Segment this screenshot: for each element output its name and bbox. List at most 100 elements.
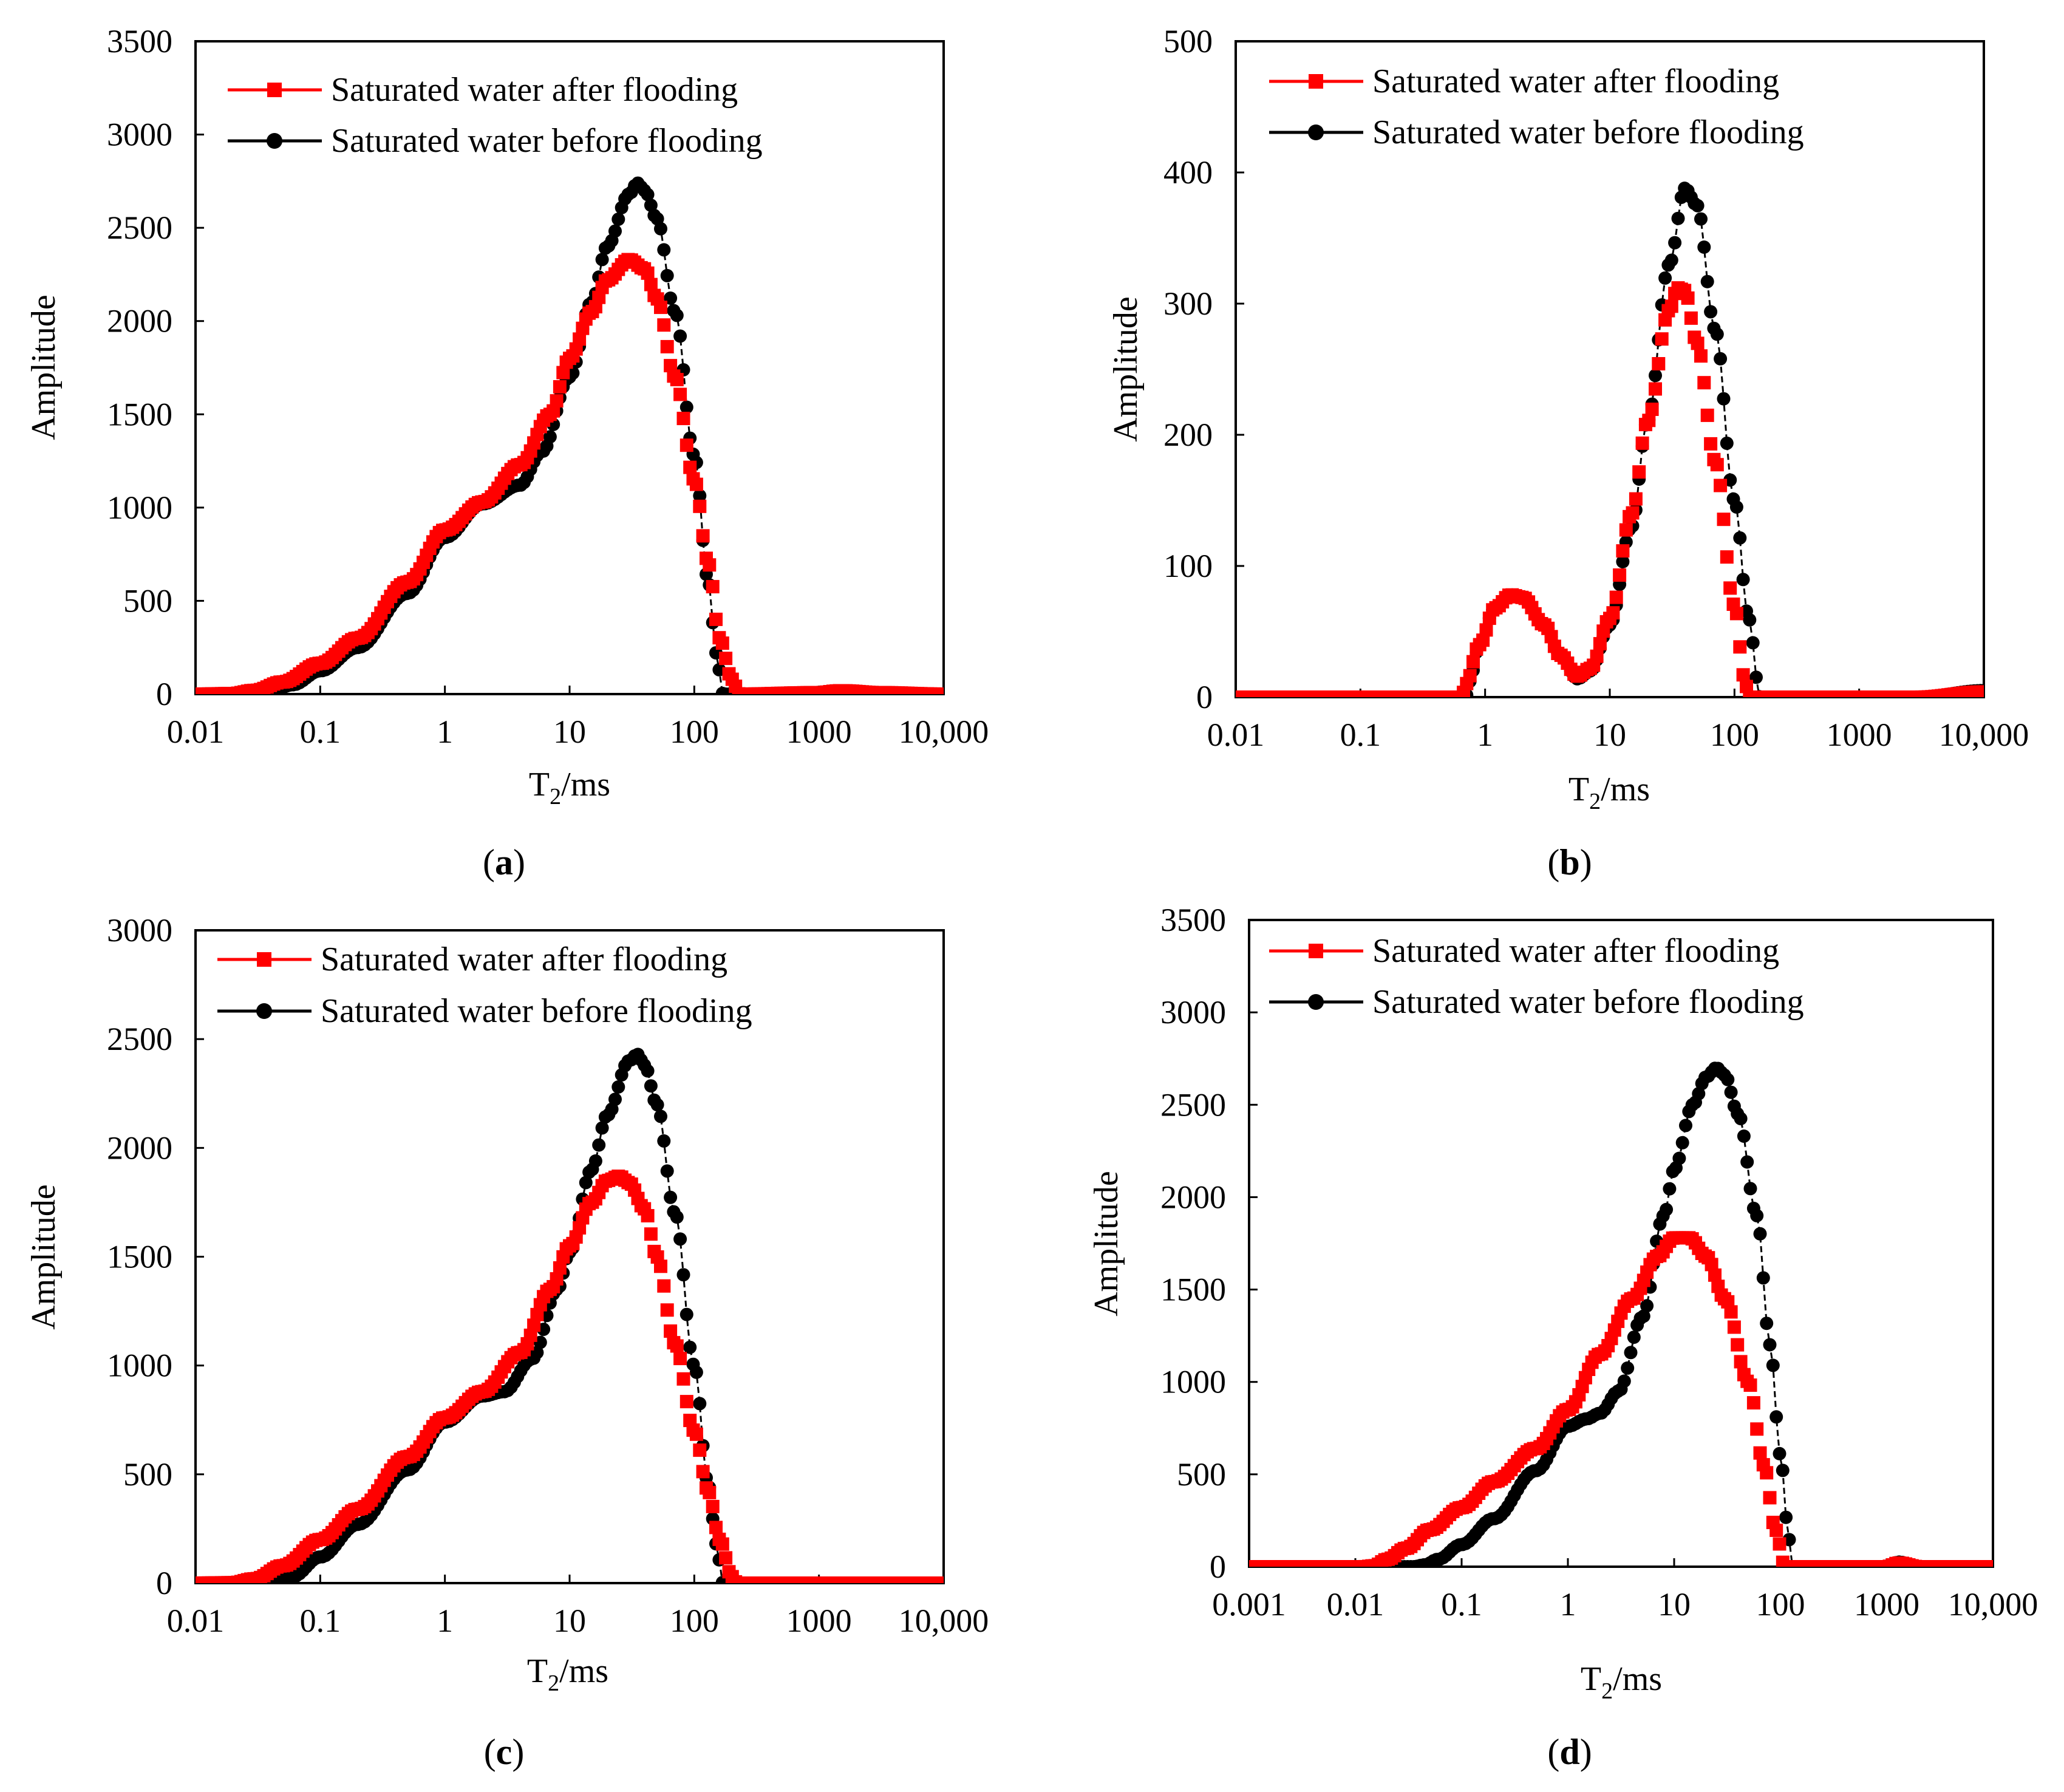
series-before-point (1700, 274, 1714, 288)
series-after-point (1593, 637, 1607, 651)
series-after-point (673, 1352, 687, 1366)
series-after-point (644, 278, 658, 291)
y-tick-label: 1500 (1160, 1272, 1226, 1308)
series-after-point (1740, 680, 1753, 693)
panel-c-legend-after-marker (257, 952, 271, 967)
y-tick-label: 2500 (107, 1021, 172, 1057)
series-after-point (1635, 436, 1649, 450)
panel-a-legend-after-marker (267, 83, 282, 97)
panel-a-xlabel-main: T (529, 766, 550, 803)
y-tick-label: 500 (123, 1456, 172, 1493)
panel-c-legend-before-marker (256, 1003, 272, 1019)
x-tick-label: 100 (670, 1603, 719, 1639)
series-before-point (654, 222, 667, 236)
series-after-point (709, 1521, 723, 1535)
series-after-point (1463, 669, 1477, 683)
series-after-point (670, 373, 684, 387)
series-after-point (1714, 479, 1728, 492)
series-after-point (556, 366, 570, 380)
series-after-point (676, 1372, 690, 1386)
x-tick-label: 10,000 (899, 714, 989, 750)
panel-a-legend-before-label: Saturated water before flooding (331, 122, 763, 160)
series-after-point (709, 612, 723, 626)
panel-d-legend-after-label: Saturated water after flooding (1372, 932, 1779, 970)
series-after-point (654, 1259, 667, 1273)
panel-c-caption-letter: c (496, 1732, 513, 1772)
series-after-point (1694, 349, 1708, 363)
panel-d-legend-after-marker (1309, 944, 1323, 958)
series-after-point (1613, 568, 1627, 582)
x-tick-label: 1000 (786, 714, 852, 750)
series-after-point (1704, 437, 1718, 451)
series-after-point (1734, 1355, 1748, 1369)
series-after-point (693, 1443, 707, 1457)
panel-a-series-before (196, 176, 944, 694)
series-before-point (611, 213, 625, 227)
series-before-point (1760, 1317, 1774, 1330)
series-before-point (1640, 1299, 1654, 1313)
series-before-point (1675, 1136, 1689, 1150)
series-before-point (679, 400, 693, 414)
series-after-point (676, 412, 690, 426)
series-before-point (1637, 1309, 1650, 1323)
y-tick-label: 3500 (1160, 902, 1226, 938)
series-before-point (1721, 1072, 1735, 1086)
x-tick-label: 10,000 (899, 1603, 989, 1639)
series-after-point (1626, 506, 1640, 520)
series-before-point (1672, 1151, 1686, 1165)
x-tick-label: 1000 (1854, 1586, 1919, 1623)
series-before-point (1664, 253, 1678, 267)
series-before-point (1694, 212, 1708, 226)
series-after-point (1753, 1446, 1767, 1460)
series-after-point (1652, 357, 1666, 370)
series-after-point (1684, 311, 1698, 325)
series-after-point (696, 1465, 710, 1479)
panel-c: 0.01 0.1 1 10 100 1000 10,000 0 500 1000 1500 2000… (25, 912, 989, 1772)
series-before-point (673, 329, 687, 343)
y-tick-label: 0 (156, 1565, 172, 1601)
series-before-point (1740, 1155, 1754, 1169)
series-before-point (1658, 271, 1672, 285)
series-before-line (196, 182, 944, 694)
series-after-point (937, 1576, 944, 1583)
series-after-point (689, 477, 703, 491)
series-before-point (1773, 1446, 1786, 1460)
panel-d-xlabel-main: T (1581, 1660, 1601, 1698)
y-tick-label: 500 (1177, 1456, 1226, 1493)
series-after-point (1619, 523, 1633, 537)
panel-d-legend-before-marker (1308, 994, 1324, 1010)
series-before-point (644, 199, 658, 212)
series-after-point (1727, 1320, 1741, 1334)
series-after-point (670, 1339, 684, 1353)
x-tick-label: 10,000 (1948, 1586, 2038, 1623)
series-before-point (1692, 1087, 1706, 1101)
series-after-point (1705, 1258, 1718, 1272)
series-after-point (1590, 649, 1604, 663)
series-before-point (1668, 236, 1682, 250)
panel-c-caption: (c) (484, 1732, 525, 1772)
series-before-point (1714, 352, 1728, 366)
series-after-point (1697, 376, 1711, 390)
y-tick-label: 2000 (107, 303, 172, 339)
series-after-point (664, 359, 678, 373)
y-tick-label: 1000 (1160, 1364, 1226, 1400)
panel-d-caption-letter: d (1559, 1732, 1579, 1772)
series-after-point (1629, 492, 1643, 506)
panel-a-y-axis: 0 500 1000 1500 2000 2500 3000 3500 (107, 23, 204, 712)
series-before-point (641, 1064, 655, 1078)
x-tick-label: 10 (1658, 1586, 1691, 1623)
panel-c-legend: Saturated water after flooding Saturated… (217, 941, 752, 1030)
series-before-point (1729, 500, 1743, 514)
series-after-point (937, 687, 944, 694)
x-tick-label: 10,000 (1939, 717, 2029, 753)
series-after-point (553, 380, 567, 393)
series-before-point (1616, 555, 1630, 568)
panel-c-xlabel-sub: 2 (548, 1671, 559, 1696)
series-after-point (719, 1551, 733, 1565)
series-after-point (1746, 1396, 1760, 1410)
panel-d-xlabel: T2/ms (1581, 1660, 1662, 1704)
series-before-point (689, 1365, 703, 1379)
series-before-point (1766, 1358, 1780, 1372)
series-after-point (1655, 332, 1669, 346)
